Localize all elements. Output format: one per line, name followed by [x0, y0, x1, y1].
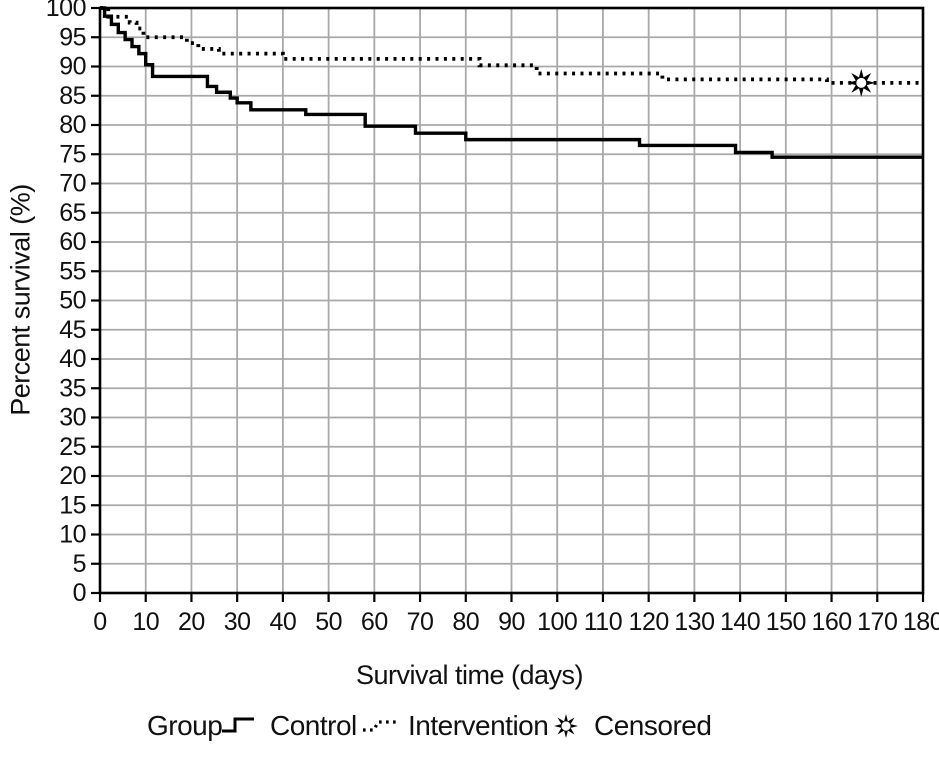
chart-legend: Group Control Intervention Censored — [0, 704, 939, 754]
series-control-curve — [100, 6, 923, 159]
series-intervention-curve — [100, 6, 923, 85]
y-tick-label: 90 — [59, 53, 86, 81]
x-tick-label: 170 — [857, 608, 897, 636]
x-tick-label: 140 — [720, 608, 760, 636]
legend-item-control: Control — [220, 704, 357, 748]
y-tick-label: 40 — [59, 345, 86, 373]
x-tick-label: 80 — [452, 608, 479, 636]
y-tick-label: 55 — [59, 257, 86, 285]
legend-control-text: Control — [270, 710, 357, 741]
y-tick-label: 10 — [59, 521, 86, 549]
y-tick-label: 30 — [59, 404, 86, 432]
x-tick-label: 110 — [584, 608, 622, 636]
legend-group-text: Group — [147, 710, 223, 741]
y-tick-label: 5 — [73, 550, 86, 578]
x-tick-label: 160 — [811, 608, 851, 636]
y-tick-label: 95 — [59, 23, 86, 51]
legend-star-center — [561, 721, 571, 731]
y-tick-label: 0 — [73, 579, 86, 607]
x-axis-title: Survival time (days) — [355, 660, 584, 690]
kaplan-meier-plot: 0510152025303540455055606570758085909510… — [46, 0, 939, 636]
y-tick-label: 15 — [59, 491, 86, 519]
y-tick-label: 65 — [59, 199, 86, 227]
x-tick-label: 150 — [766, 608, 806, 636]
x-tick-label: 120 — [629, 608, 669, 636]
x-tick-label: 180 — [903, 608, 939, 636]
legend-item-intervention: Intervention — [362, 704, 549, 748]
y-tick-label: 45 — [59, 316, 86, 344]
y-tick-label: 60 — [59, 228, 86, 256]
x-tick-label: 90 — [498, 608, 525, 636]
legend-group-label: Group — [147, 704, 223, 748]
x-tick-label: 40 — [269, 608, 296, 636]
y-tick-label: 70 — [59, 170, 86, 198]
x-tick-label: 10 — [132, 608, 159, 636]
y-tick-label: 25 — [59, 433, 86, 461]
x-tick-label: 130 — [674, 608, 714, 636]
x-tick-label: 20 — [178, 608, 205, 636]
y-tick-label: 75 — [59, 140, 86, 168]
y-tick-label: 50 — [59, 287, 86, 315]
censored-star-icon — [554, 714, 578, 738]
legend-intervention-text: Intervention — [408, 710, 549, 741]
censored-marker-center — [856, 77, 867, 88]
x-tick-label: 100 — [537, 608, 577, 636]
y-tick-label: 100 — [46, 0, 86, 22]
y-tick-label: 20 — [59, 462, 86, 490]
x-tick-label: 30 — [224, 608, 251, 636]
x-tick-label: 50 — [315, 608, 342, 636]
x-tick-label: 70 — [407, 608, 434, 636]
legend-censored-text: Censored — [594, 710, 712, 741]
plot-area-wrapper: 0 5 10 15 20 25 30 35 40 45 50 55 60 65 70 75 80 85 90 95 10… — [46, 0, 939, 636]
y-tick-label: 35 — [59, 374, 86, 402]
solid-step-line-icon — [222, 717, 254, 733]
legend-item-censored: Censored — [552, 704, 712, 748]
x-tick-label: 60 — [361, 608, 388, 636]
y-tick-label: 80 — [59, 111, 86, 139]
x-tick-label: 0 — [93, 608, 106, 636]
y-tick-label: 85 — [59, 82, 86, 110]
dotted-step-line-icon — [363, 720, 396, 732]
